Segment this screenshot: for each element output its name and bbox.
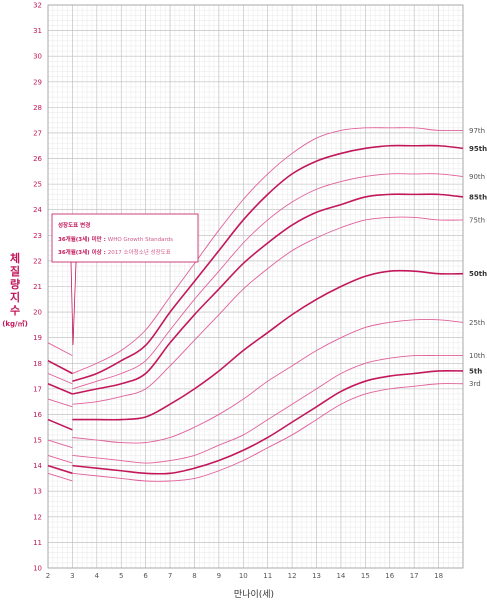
percentile-label-25th: 25th [469,319,485,327]
y-tick-label: 10 [33,565,42,573]
percentile-label-5th: 5th [469,367,482,375]
y-axis-label-char: 체 [10,251,20,265]
y-tick-label: 15 [33,437,42,445]
y-tick-label: 12 [33,513,42,521]
x-tick-label: 13 [312,572,321,580]
y-axis-label-char: 지 [10,290,20,304]
x-tick-label: 16 [385,572,394,580]
percentile-curve-5th [72,369,464,475]
x-tick-label: 18 [434,572,443,580]
x-tick-label: 3 [70,572,74,580]
y-tick-label: 17 [33,385,42,393]
annotation-line2-prefix: 36개월(3세) 이상 : [58,248,108,256]
annotation-box [51,213,199,263]
y-axis-label-char: 수 [10,304,20,317]
annotation-callout: 성장도표 변경 36개월(3세) 미만 : WHO Growth Standar… [51,213,199,346]
who-segment-10th [47,454,73,464]
x-tick-label: 17 [410,572,419,580]
y-tick-label: 27 [33,129,42,137]
annotation-title: 성장도표 변경 [58,221,90,229]
x-tick-label: 5 [119,572,123,580]
x-tick-label: 9 [217,572,221,580]
y-tick-label: 24 [33,206,42,214]
x-tick-label: 11 [263,572,272,580]
annotation-line1-value: WHO Growth Standards [108,237,173,243]
percentile-label-50th: 50th [469,270,487,278]
y-tick-label: 16 [33,411,42,419]
annotation-line2-value: 2017 소아청소년 성장도표 [108,248,171,256]
y-axis-label: 체 질 량 지 수 (kg/㎡) [2,251,28,328]
y-tick-label: 29 [33,78,42,86]
percentile-curve-10th [72,354,463,464]
percentile-curve-95th [72,144,464,382]
percentile-curve-3rd [72,383,464,482]
y-axis-label-char: 량 [10,278,20,291]
y-tick-label: 23 [33,232,42,240]
percentile-label-10th: 10th [469,352,485,360]
y-tick-label: 19 [33,334,42,342]
who-segment-95th [47,360,73,375]
percentile-label-3rd: 3rd [469,380,481,388]
y-tick-labels: 10 11 12 13 14 15 16 17 18 19 20 21 22 23 24 25 26 27 28 29… [33,2,42,573]
percentile-label-75th: 75th [469,216,485,224]
y-tick-label: 28 [33,104,42,112]
who-segment-5th [47,464,73,475]
plot-border [47,4,464,569]
y-tick-label: 31 [33,27,42,35]
percentile-curves [47,127,464,482]
who-segment-25th [47,439,73,449]
y-tick-label: 30 [33,53,42,61]
y-tick-label: 14 [33,462,42,470]
percentile-curve-75th [72,216,464,405]
who-segment-85th [47,383,73,395]
x-tick-label: 10 [239,572,248,580]
annotation-line2: 36개월(3세) 이상 : 2017 소아청소년 성장도표 [58,248,171,256]
x-tick-label: 6 [143,572,148,580]
percentile-label-85th: 85th [469,193,487,201]
y-tick-label: 26 [33,155,42,163]
percentile-curve-25th [72,318,464,444]
x-tick-label: 4 [95,572,100,580]
y-tick-label: 18 [33,360,42,368]
annotation-line1: 36개월(3세) 미만 : WHO Growth Standards [58,235,173,243]
y-tick-label: 20 [33,309,42,317]
y-tick-label: 22 [33,257,42,265]
x-tick-label: 14 [336,572,345,580]
percentile-curve-90th [72,173,464,390]
who-segment-90th [47,373,73,385]
x-tick-label: 2 [46,572,50,580]
who-segment-50th [47,418,73,431]
y-axis-unit: (kg/㎡) [2,319,28,328]
percentile-label-95th: 95th [469,145,487,153]
percentile-label-90th: 90th [469,173,485,181]
x-tick-label: 15 [361,572,370,580]
annotation-line1-prefix: 36개월(3세) 미만 : [58,235,108,243]
x-tick-label: 8 [192,572,196,580]
who-segment-75th [47,398,73,408]
x-axis-label: 만나이(세) [234,589,274,600]
who-segment-97th [47,342,73,356]
percentile-curve-50th [72,269,464,421]
x-tick-label: 12 [288,572,297,580]
y-tick-label: 32 [33,2,42,10]
percentile-label-97th: 97th [469,127,485,135]
y-tick-label: 21 [33,283,42,291]
y-tick-label: 25 [33,181,42,189]
x-tick-labels: 2 3 4 5 6 7 8 9 10 11 12 13 14 15 16 17 18 [46,572,443,580]
y-axis-label-char: 질 [10,265,20,278]
y-tick-label: 11 [33,539,42,547]
percentile-curve-85th [72,193,464,395]
x-tick-label: 7 [168,572,172,580]
percentile-labels: 97th 95th 90th 85th 75th 50th 25th 10th 5th 3rd [469,127,487,388]
percentile-curve-97th [72,127,464,374]
y-tick-label: 13 [33,488,42,496]
who-segment-3rd [47,472,73,482]
grid-major [47,4,464,569]
